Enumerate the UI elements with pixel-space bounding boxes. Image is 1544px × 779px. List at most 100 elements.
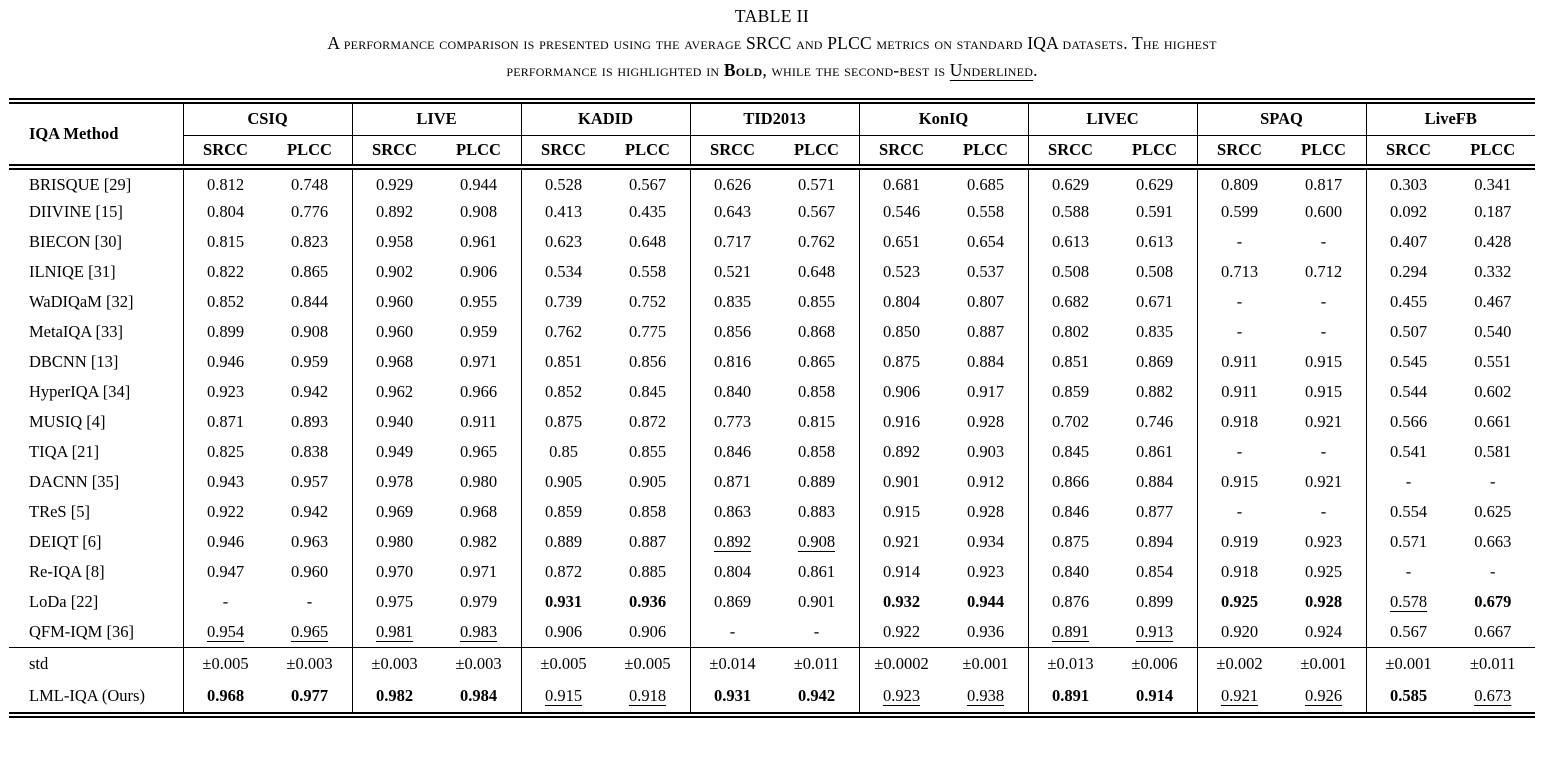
value-text: 0.858 [797, 382, 836, 401]
value-text: 0.924 [1304, 621, 1343, 641]
value-text: 0.949 [375, 442, 414, 461]
value-cell: 0.626 [689, 167, 775, 197]
value-cell: 0.861 [775, 557, 860, 587]
value-text: 0.901 [797, 592, 836, 611]
value-text: 0.899 [206, 322, 245, 341]
col-subheader-kadid-srcc: SRCC [520, 135, 606, 170]
col-header-kadid: KADID [520, 101, 690, 136]
value-cell: 0.938 [944, 680, 1029, 715]
value-text: ±0.001 [962, 653, 1009, 673]
value-cell: ±0.003 [436, 646, 521, 680]
value-cell: ±0.014 [689, 646, 775, 680]
value-text: 0.713 [1220, 262, 1259, 281]
value-cell: 0.872 [606, 407, 691, 437]
value-text: 0.817 [1304, 175, 1343, 194]
table-row: QFM-IQM [36] 0.954 0.965 0.981 0.983 0.906 0.9… [9, 617, 1535, 647]
col-subheader-csiq-plcc: PLCC [267, 135, 352, 170]
value-text: 0.838 [290, 442, 329, 461]
value-text: 0.804 [206, 202, 245, 221]
table-row: DEIQT [6] 0.946 0.963 0.980 0.982 0.889 0.887 0… [9, 527, 1535, 557]
value-text: 0.946 [206, 532, 245, 551]
value-cell: 0.931 [520, 587, 606, 617]
value-text: 0.889 [797, 472, 836, 491]
table-row: TReS [5] 0.922 0.942 0.969 0.968 0.859 0.858 0.… [9, 497, 1535, 527]
value-cell: 0.546 [858, 197, 944, 227]
table-caption: A performance comparison is presented us… [0, 30, 1544, 84]
value-cell: 0.949 [351, 437, 437, 467]
caption-line-1: A performance comparison is presented us… [327, 33, 1217, 53]
value-cell: 0.341 [1451, 167, 1536, 197]
value-text: 0.975 [375, 592, 414, 611]
value-text: 0.968 [459, 502, 498, 521]
value-text: 0.629 [1135, 175, 1174, 194]
value-text: 0.681 [882, 175, 921, 194]
value-text: 0.804 [713, 562, 752, 581]
value-cell: 0.916 [858, 407, 944, 437]
value-text: 0.746 [1135, 412, 1174, 431]
value-cell: 0.928 [1282, 587, 1367, 617]
value-cell: 0.970 [351, 557, 437, 587]
value-text: 0.566 [1389, 412, 1428, 431]
value-cell: 0.923 [858, 680, 944, 715]
value-text: 0.960 [375, 322, 414, 341]
value-cell: 0.567 [775, 197, 860, 227]
value-text: 0.815 [797, 412, 836, 431]
value-text: - [1236, 322, 1243, 341]
value-text: 0.982 [375, 686, 414, 705]
value-text: 0.546 [882, 202, 921, 221]
value-cell: 0.975 [351, 587, 437, 617]
value-cell: 0.332 [1451, 257, 1536, 287]
value-cell: 0.585 [1365, 680, 1451, 715]
value-cell: 0.960 [351, 317, 437, 347]
value-text: ±0.0002 [874, 653, 929, 673]
value-text: 0.852 [206, 292, 245, 311]
value-cell: 0.623 [520, 227, 606, 257]
table-title: TABLE II [734, 6, 810, 26]
value-cell: 0.523 [858, 257, 944, 287]
value-text: 0.942 [290, 382, 329, 401]
value-cell: 0.802 [1027, 317, 1113, 347]
value-text: - [1320, 292, 1327, 311]
value-cell: 0.822 [182, 257, 268, 287]
value-text: 0.528 [544, 175, 583, 194]
value-text: - [1490, 562, 1496, 581]
value-cell: 0.923 [182, 377, 268, 407]
value-text: 0.545 [1389, 352, 1428, 371]
value-cell: 0.629 [1027, 167, 1113, 197]
footer-row: LML-IQA (Ours) 0.968 0.977 0.982 0.984 0.915 0… [9, 680, 1535, 715]
value-text: 0.661 [1474, 412, 1512, 431]
value-text: 0.775 [628, 322, 667, 341]
value-text: - [1320, 232, 1327, 251]
value-cell: 0.915 [1196, 467, 1282, 497]
value-cell: 0.663 [1451, 527, 1536, 557]
value-text: 0.983 [459, 621, 498, 641]
value-cell: 0.712 [1282, 257, 1367, 287]
value-text: 0.875 [544, 412, 583, 431]
col-subheader-spaq-srcc: SRCC [1196, 135, 1282, 170]
value-text: 0.544 [1389, 382, 1428, 401]
value-text: 0.875 [882, 352, 921, 371]
value-cell: 0.861 [1113, 437, 1198, 467]
value-cell: ±0.0002 [858, 646, 944, 680]
value-cell: 0.942 [268, 377, 353, 407]
value-cell: 0.922 [858, 617, 944, 647]
value-cell: 0.891 [1027, 617, 1113, 647]
value-text: 0.858 [628, 502, 667, 521]
value-text: 0.946 [206, 352, 245, 371]
value-text: 0.932 [882, 592, 921, 611]
value-cell: 0.959 [268, 347, 353, 377]
value-text: 0.906 [544, 621, 583, 641]
value-text: 0.435 [628, 202, 667, 221]
value-cell: 0.667 [1451, 617, 1536, 647]
value-text: 0.816 [713, 352, 752, 371]
value-cell: 0.868 [775, 317, 860, 347]
value-cell: 0.863 [689, 497, 775, 527]
value-cell: - [268, 587, 353, 617]
method-cell: DIIVINE [15] [29, 202, 123, 221]
value-text: 0.540 [1474, 322, 1512, 341]
value-text: 0.567 [797, 202, 836, 221]
value-cell: 0.865 [775, 347, 860, 377]
value-cell: 0.912 [944, 467, 1029, 497]
value-text: 0.600 [1304, 202, 1343, 221]
value-cell: 0.599 [1196, 197, 1282, 227]
